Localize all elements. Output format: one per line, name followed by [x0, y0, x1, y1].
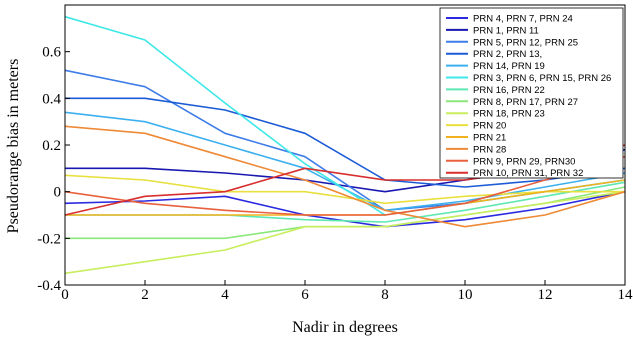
x-tick-label: 12: [538, 287, 553, 303]
x-tick-label: 10: [458, 287, 473, 303]
legend-label-7: PRN 16, PRN 22: [473, 85, 545, 96]
legend-label-14: PRN 10, PRN 31, PRN 32: [473, 168, 583, 179]
y-tick-label: 0.4: [42, 91, 61, 107]
series-line-10: [64, 174, 625, 205]
x-tick-label: 2: [141, 287, 149, 303]
x-axis-label: Nadir in degrees: [292, 319, 398, 336]
series-line-12: [64, 125, 626, 228]
legend-box: [439, 7, 624, 179]
y-tick-label: 0.2: [42, 138, 61, 154]
x-tick-label: 8: [381, 287, 389, 303]
legend-label-10: PRN 20: [473, 121, 506, 132]
legend-label-8: PRN 8, PRN 17, PRN 27: [473, 97, 578, 108]
legend-label-11: PRN 21: [473, 133, 506, 144]
y-tick-label: -0.2: [37, 231, 61, 247]
legend-label-2: PRN 1, PRN 11: [473, 25, 539, 36]
x-tick-label: 14: [618, 287, 633, 303]
x-tick-label: 4: [221, 287, 229, 303]
axis-ticks: 0 2 4 6 8 10 12 14 -0.4 -0.2 0 0.2 0.4 0.6: [37, 45, 633, 303]
legend-label-3: PRN 5, PRN 12, PRN 25: [473, 37, 578, 48]
y-tick-label: -0.4: [37, 278, 61, 294]
x-tick-label: 0: [61, 287, 69, 303]
y-axis-label: Pseudorange bias in meters: [5, 59, 22, 234]
series-line-9: [64, 190, 626, 275]
y-tick-label: 0: [54, 185, 62, 201]
legend-label-12: PRN 28: [473, 144, 506, 155]
legend-label-5: PRN 14, PRN 19: [473, 61, 545, 72]
legend-label-1: PRN 4, PRN 7, PRN 24: [473, 14, 573, 25]
x-tick-label: 6: [301, 287, 309, 303]
legend-label-4: PRN 2, PRN 13,: [473, 49, 542, 60]
legend-label-9: PRN 18, PRN 23: [473, 109, 545, 120]
series-line-4: [65, 97, 626, 188]
legend-label-6: PRN 3, PRN 6, PRN 15, PRN 26: [473, 73, 611, 84]
legend-label-13: PRN 9, PRN 29, PRN30: [473, 156, 575, 167]
series-line-13: [64, 155, 626, 216]
y-tick-label: 0.6: [42, 45, 61, 61]
